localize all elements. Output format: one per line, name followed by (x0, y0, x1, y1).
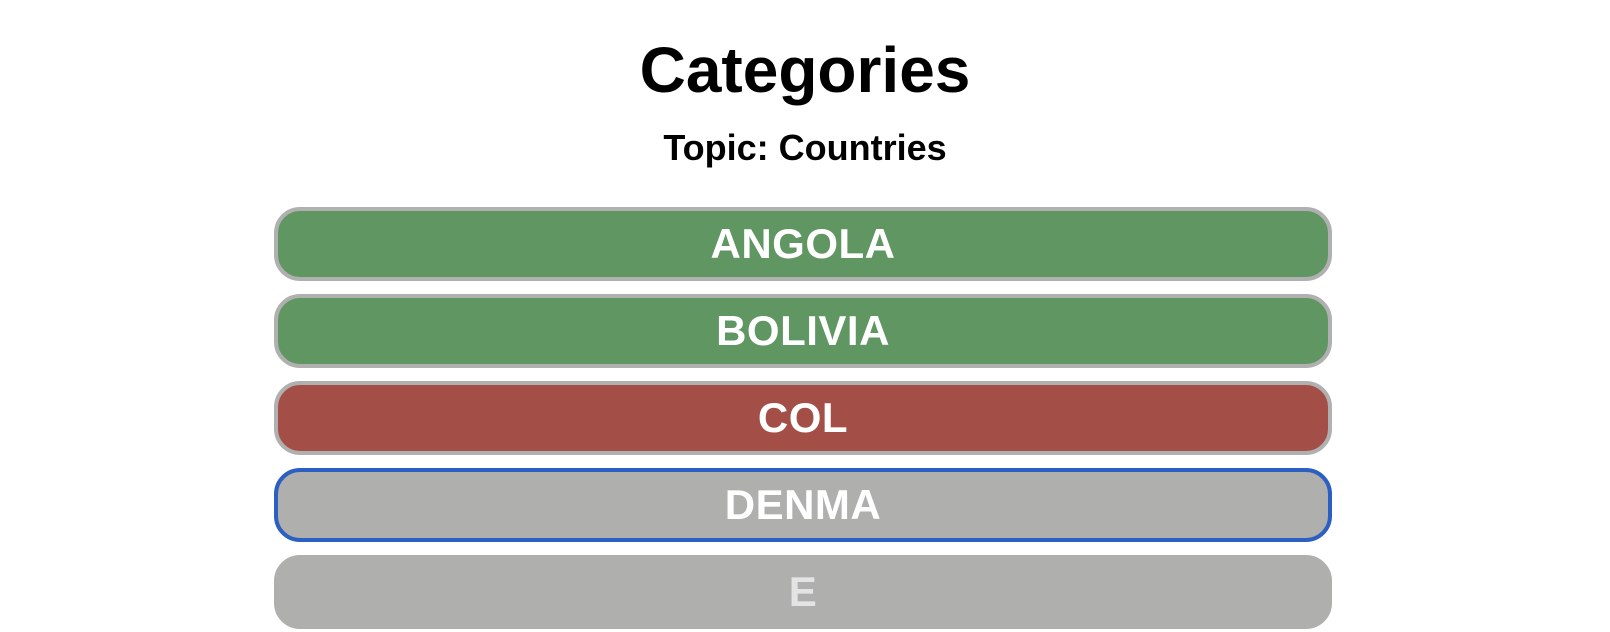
answer-row-b[interactable]: BOLIVIA (274, 294, 1332, 368)
page-title: Categories (639, 34, 971, 106)
answer-row-a[interactable]: ANGOLA (274, 207, 1332, 281)
answer-row-d-input[interactable]: DENMA (274, 468, 1332, 542)
topic-label: Topic: Countries (663, 127, 947, 168)
answer-row-c[interactable]: COL (274, 381, 1332, 455)
answer-rows: ANGOLA BOLIVIA COL DENMA E (274, 207, 1332, 632)
answer-row-e[interactable]: E (274, 555, 1332, 629)
